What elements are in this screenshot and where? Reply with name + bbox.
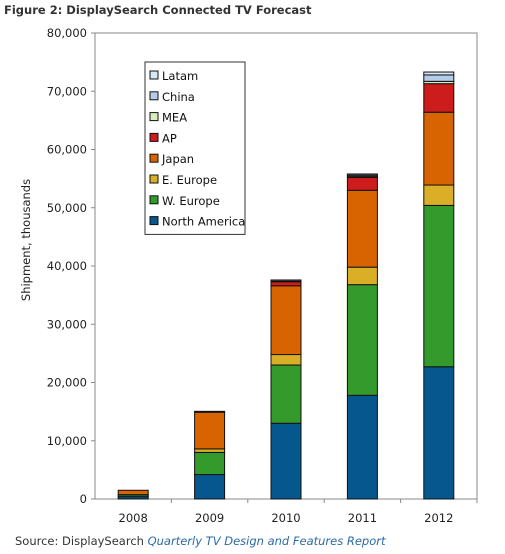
legend-label: W. Europe xyxy=(162,194,220,208)
bar-segment-2010-2 xyxy=(270,354,302,366)
y-tick-label: 30,000 xyxy=(47,317,87,331)
bar-segment-2011-2 xyxy=(346,266,378,286)
bars-group xyxy=(117,71,455,500)
bar-segment-2009-0 xyxy=(194,474,226,500)
x-axis: 2008 2009 2010 2011 2012 xyxy=(119,499,478,525)
y-axis: 0 10,000 20,000 30,000 40,000 50,000 60,000 70,… xyxy=(47,26,95,506)
y-tick-label: 80,000 xyxy=(47,26,87,40)
x-tick-label: 2009 xyxy=(195,511,224,525)
bar-segment-2011-1 xyxy=(346,284,378,396)
bar-segment-2012-4 xyxy=(423,83,455,113)
bar-segment-2011-3 xyxy=(346,189,378,268)
bar-segment-2010-4 xyxy=(270,281,302,287)
bar-segment-2010-6 xyxy=(270,279,302,282)
source-note: Source: DisplaySearch Quarterly TV Desig… xyxy=(15,534,386,548)
legend-swatch xyxy=(149,91,159,101)
bar-segment-2009-4 xyxy=(194,410,226,413)
legend-label: MEA xyxy=(162,111,187,125)
bar-segment-2010-0 xyxy=(270,422,302,500)
bar-segment-2011-4 xyxy=(346,176,378,191)
y-axis-label: Shipment, thousands xyxy=(19,179,33,301)
legend-label: North America xyxy=(162,215,245,229)
y-tick-label: 70,000 xyxy=(47,84,87,98)
source-publication[interactable]: Quarterly TV Design and Features Report xyxy=(147,534,386,548)
source-prefix: Source: DisplaySearch xyxy=(15,534,148,548)
bar-segment-2012-7 xyxy=(423,71,455,76)
legend-swatch xyxy=(149,216,159,226)
y-tick-label: 60,000 xyxy=(47,143,87,157)
x-tick-label: 2010 xyxy=(271,511,300,525)
bar-segment-2012-6 xyxy=(423,74,455,82)
bar-segment-2011-0 xyxy=(346,394,378,500)
x-tick-label: 2012 xyxy=(424,511,453,525)
legend-label: E. Europe xyxy=(162,173,217,187)
legend-swatch xyxy=(149,195,159,205)
bar-segment-2009-1 xyxy=(194,451,226,476)
legend-box xyxy=(144,61,246,235)
bar-segment-2012-3 xyxy=(423,111,455,186)
x-tick-label: 2011 xyxy=(348,511,377,525)
legend-label: Latam xyxy=(162,69,198,83)
legend-swatch xyxy=(149,132,159,142)
legend-swatch xyxy=(149,153,159,163)
y-tick-label: 10,000 xyxy=(47,434,87,448)
legend-label: Japan xyxy=(161,152,194,166)
figure-title: Figure 2: DisplaySearch Connected TV For… xyxy=(4,3,312,17)
bar-segment-2008-3 xyxy=(117,489,149,496)
legend-label: China xyxy=(162,90,195,104)
y-tick-label: 50,000 xyxy=(47,201,87,215)
bar-segment-2012-2 xyxy=(423,184,455,206)
legend-swatch xyxy=(149,174,159,184)
y-tick-label: 40,000 xyxy=(47,259,87,273)
legend-swatch xyxy=(149,70,159,80)
bar-segment-2012-1 xyxy=(423,204,455,368)
bar-segment-2012-0 xyxy=(423,366,455,500)
x-tick-label: 2008 xyxy=(119,511,148,525)
bar-segment-2010-3 xyxy=(270,285,302,356)
legend: Latam China MEA AP Japan E. Europe W. Europe No… xyxy=(144,61,246,235)
bar-segment-2011-7 xyxy=(346,173,378,176)
bar-segment-2009-2 xyxy=(194,448,226,453)
y-tick-label: 0 xyxy=(80,492,87,506)
bar-segment-2010-1 xyxy=(270,364,302,424)
legend-swatch xyxy=(149,112,159,122)
y-tick-label: 20,000 xyxy=(47,376,87,390)
legend-label: AP xyxy=(162,131,177,145)
bar-segment-2009-3 xyxy=(194,411,226,450)
